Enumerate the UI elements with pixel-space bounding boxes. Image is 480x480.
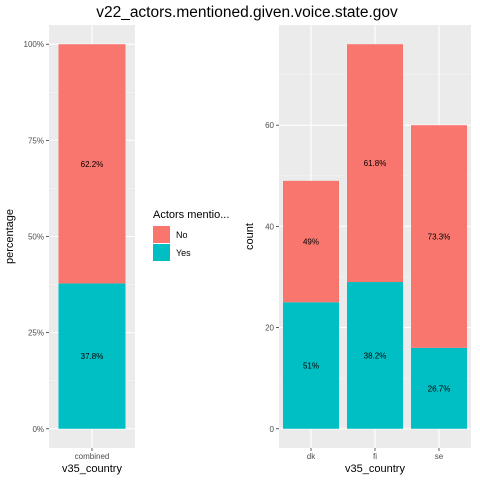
bar-no-dk (283, 180, 339, 303)
bar-no-combined (58, 44, 126, 284)
data-label: 26.7% (428, 384, 451, 393)
y-tick-label: 20 (265, 324, 274, 333)
bar-yes-fi (347, 282, 403, 429)
x-tick-label: fi (373, 452, 377, 461)
legend-label-no: No (176, 230, 188, 240)
legend-label-yes: Yes (176, 248, 191, 258)
legend-key-no (153, 226, 170, 243)
y-tick-label: 0% (32, 425, 44, 434)
x-tick-label: se (435, 452, 444, 461)
data-label: 62.2% (81, 160, 104, 169)
data-label: 61.8% (364, 159, 387, 168)
data-label: 38.2% (364, 351, 387, 360)
data-label: 73.3% (428, 233, 451, 242)
x-tick-label: dk (307, 452, 316, 461)
panel-right: 0 20 40 60 51% 49% dk 38.2% 61.8% fi 26.7% 73.3% se v… (244, 25, 471, 475)
x-tick-label: combined (75, 452, 110, 461)
bar-no-fi (347, 44, 403, 283)
y-tick-label: 50% (28, 233, 44, 242)
legend: Actors mentio... No Yes (153, 209, 229, 261)
data-label: 37.8% (81, 352, 104, 361)
y-tick-label: 0 (270, 425, 275, 434)
y-tick-label: 40 (265, 222, 274, 231)
y-tick-label: 100% (24, 40, 44, 49)
bar-yes-combined (58, 283, 126, 429)
data-label: 49% (303, 238, 319, 247)
x-axis-label: v35_country (62, 463, 122, 475)
panel-left: 0% 25% 50% 75% 100% 37.8% 62.2% combined v35_cou… (4, 25, 135, 475)
y-axis-label: percentage (4, 209, 16, 264)
bar-yes-se (411, 347, 467, 429)
legend-key-yes (153, 244, 170, 261)
y-axis-label: count (244, 223, 256, 250)
y-tick-label: 25% (28, 329, 44, 338)
legend-title: Actors mentio... (153, 209, 229, 221)
y-tick-label: 75% (28, 136, 44, 145)
bar-yes-dk (283, 302, 339, 429)
y-tick-label: 60 (265, 121, 274, 130)
data-label: 51% (303, 362, 319, 371)
chart-title: v22_actors.mentioned.given.voice.state.g… (96, 4, 398, 21)
bar-no-se (411, 125, 467, 348)
x-axis-label: v35_country (345, 463, 405, 475)
